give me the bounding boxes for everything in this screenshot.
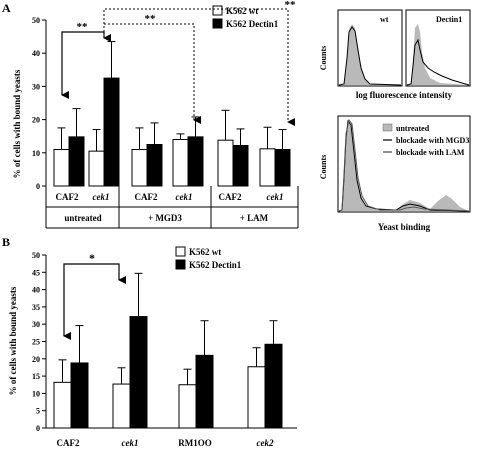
significance-stars: ** [145,13,157,25]
significance-bracket [61,31,111,99]
category-label-caf2-mgd3: CAF2 [135,192,158,202]
y-tick-label: 5 [36,407,40,416]
y-tick-label: 30 [32,320,40,329]
group-label-lam: + LAM [240,213,269,223]
significance-bracket-dashed [103,23,201,124]
bar [146,144,163,187]
histogram-dectin1-fill [407,24,469,85]
bar [195,354,214,429]
bar [259,148,276,187]
category-label-cek1-lam: cek1 [267,192,284,202]
legend-label-wt: K562 wt [226,6,258,16]
category-label-cek1-mgd3: cek1 [176,192,193,202]
y-tick-label: 20 [32,355,40,364]
histogram-top-xlabel: log fluorescence intensity [356,90,453,100]
group-label-mgd3: + MGD3 [148,213,182,223]
category-label-caf2-lam: CAF2 [219,192,242,202]
legend-label-dectin1: K562 Dectin1 [226,19,279,29]
chart-b: % of cells with bound yeasts 0 5 10 15 20 25 3… [8,246,297,448]
y-tick-label: 30 [32,82,40,91]
histogram-bottom: Counts untreated blockade with MGD3 bloc… [319,115,471,232]
bar [274,148,291,187]
legend-swatch-wt [212,5,223,16]
bar [131,148,148,187]
y-tick-label: 10 [32,149,40,158]
significance-stars: ** [285,0,297,11]
histogram-untreated-fill [339,122,469,211]
panel-label-a: A [2,1,11,15]
significance-bracket [63,263,126,340]
category-label-rm1oo: RM1OO [178,438,212,448]
legend-label-mgd3: blockade with MGD3 [396,136,469,145]
bar [68,136,85,187]
histogram-wt-fill [339,24,401,85]
category-label-cek1-untreated: cek1 [93,192,110,202]
bar [88,150,105,187]
legend-swatch-dectin1 [212,18,223,29]
y-tick-label: 15 [32,372,40,381]
bar [264,343,283,429]
histogram-dectin1-line [406,38,470,86]
bar [232,144,249,187]
y-tick-label: 50 [32,16,40,25]
legend-label-untreated: untreated [396,124,430,133]
chart-a: % of cells with bound yeasts 0 10 20 30 40 50… [12,0,299,229]
y-tick-label: 40 [32,49,40,58]
histogram-lam-line [338,118,470,212]
histogram-dectin1-label: Dectin1 [436,15,462,24]
y-tick-label: 10 [32,389,40,398]
group-label-untreated: untreated [64,213,101,223]
category-label-caf2-untreated: CAF2 [56,192,79,202]
legend-label-lam: blockade with LAM [396,148,465,157]
bar [217,139,234,187]
bar [53,381,72,429]
panel-label-b: B [2,235,10,249]
histogram-top: Counts wt Dectin1 log fluorescence inten… [319,9,471,100]
histogram-wt-line [338,26,402,86]
bar [53,148,70,187]
histogram-bottom-ylabel: Counts [319,155,328,179]
chart-a-ylabel: % of cells with bound yeasts [12,69,22,178]
y-tick-label: 40 [32,286,40,295]
bar [129,316,148,429]
bar [247,366,266,429]
category-label-cek2: cek2 [257,438,274,448]
bar [172,139,189,187]
histogram-wt-label: wt [380,15,389,24]
y-tick-label: 20 [32,116,40,125]
histogram-top-ylabel: Counts [319,46,328,70]
category-label-caf2: CAF2 [57,438,80,448]
bar [112,383,131,429]
legend-swatch-dectin1 [175,259,186,270]
legend-swatch-untreated [382,123,393,132]
chart-b-ylabel: % of cells with bound yeasts [8,286,18,395]
bar [187,136,204,187]
category-label-cek1: cek1 [122,438,139,448]
y-tick-label: 25 [32,338,40,347]
histogram-bottom-xlabel: Yeast binding [378,222,431,232]
significance-stars: ** [77,21,89,33]
bar [70,362,89,429]
y-tick-label: 50 [32,251,40,260]
bar [178,384,197,429]
y-tick-label: 0 [36,182,40,191]
y-tick-label: 45 [32,268,40,277]
legend-label-wt: K562 wt [189,247,221,257]
y-tick-label: 0 [36,424,40,433]
y-tick-label: 35 [32,303,40,312]
legend-label-dectin1: K562 Dectin1 [189,260,242,270]
significance-star: * [89,251,95,265]
legend-swatch-wt [175,246,186,257]
bar [103,77,120,187]
